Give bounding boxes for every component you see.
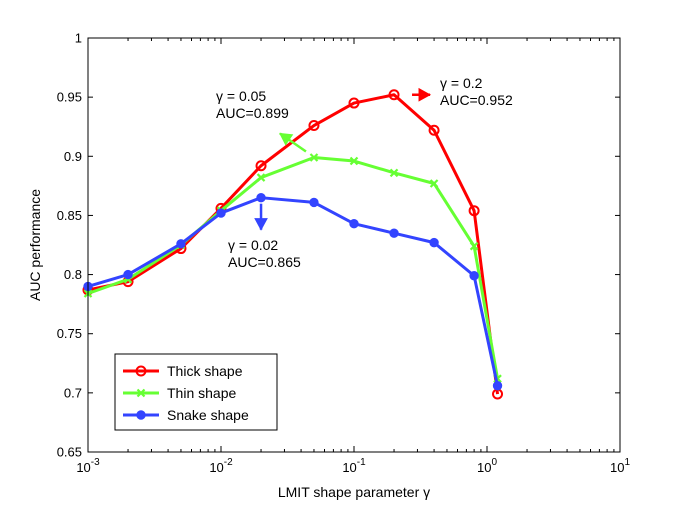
data-point bbox=[492, 381, 503, 391]
data-point bbox=[469, 271, 479, 281]
x-tick-label: 100 bbox=[477, 457, 497, 475]
x-tick-label: 10-2 bbox=[209, 457, 233, 475]
y-tick-label: 0.95 bbox=[57, 90, 82, 105]
annotation-auc-label: AUC=0.952 bbox=[440, 92, 513, 108]
x-tick-label: 10-3 bbox=[76, 457, 100, 475]
data-point-stroke bbox=[469, 241, 479, 251]
annotation-arrow-head bbox=[279, 132, 294, 146]
annotation-arrow-head bbox=[254, 218, 268, 231]
legend-label: Thin shape bbox=[167, 385, 236, 401]
series-line-0 bbox=[87, 93, 500, 395]
legend-swatch-marker bbox=[136, 388, 146, 398]
annotation-auc-label: AUC=0.865 bbox=[228, 254, 301, 270]
data-point bbox=[389, 168, 399, 178]
data-point bbox=[309, 197, 319, 208]
data-point-stroke bbox=[256, 173, 266, 182]
legend-label: Thick shape bbox=[167, 363, 243, 379]
legend-swatch-marker bbox=[135, 365, 147, 377]
annotation-gamma-label: γ = 0.05 bbox=[216, 88, 266, 104]
data-point bbox=[308, 120, 320, 132]
data-point-stroke bbox=[349, 156, 359, 166]
data-point bbox=[429, 237, 439, 248]
data-point-stroke bbox=[389, 168, 399, 178]
data-point bbox=[429, 179, 439, 188]
y-tick-label: 0.9 bbox=[64, 149, 82, 164]
y-axis-label: AUC performance bbox=[27, 189, 43, 301]
data-point bbox=[389, 228, 399, 238]
data-point bbox=[468, 205, 480, 217]
legend-swatch-marker bbox=[136, 410, 146, 420]
y-tick-label: 1 bbox=[75, 31, 82, 46]
data-point-stroke bbox=[309, 153, 319, 162]
data-point bbox=[216, 208, 226, 218]
y-tick-label: 0.8 bbox=[64, 267, 82, 282]
annotation-gamma-label: γ = 0.02 bbox=[228, 237, 278, 253]
y-tick-label: 0.7 bbox=[64, 385, 82, 400]
data-point bbox=[349, 156, 359, 166]
data-point bbox=[255, 160, 267, 172]
annotation-gamma-label: γ = 0.2 bbox=[440, 75, 483, 91]
data-point-stroke bbox=[429, 179, 439, 188]
legend-swatch-marker-stroke bbox=[136, 388, 146, 398]
data-point bbox=[388, 89, 400, 101]
data-point bbox=[428, 124, 440, 136]
data-point bbox=[123, 269, 133, 280]
y-tick-label: 0.75 bbox=[57, 326, 82, 341]
x-tick-label: 10-1 bbox=[342, 457, 366, 475]
data-point bbox=[176, 239, 186, 249]
annotation-arrow-head bbox=[418, 87, 432, 102]
data-point bbox=[349, 219, 359, 229]
data-point bbox=[348, 97, 360, 109]
data-point bbox=[256, 192, 266, 203]
y-tick-label: 0.85 bbox=[57, 208, 82, 223]
legend-label: Snake shape bbox=[167, 407, 249, 423]
data-point bbox=[469, 241, 479, 251]
data-point bbox=[309, 153, 319, 162]
annotation-auc-label: AUC=0.899 bbox=[216, 105, 289, 121]
x-axis-label: LMIT shape parameter γ bbox=[278, 484, 430, 500]
x-tick-label: 101 bbox=[610, 457, 630, 475]
data-point bbox=[256, 173, 266, 182]
y-tick-label: 0.65 bbox=[57, 445, 82, 460]
